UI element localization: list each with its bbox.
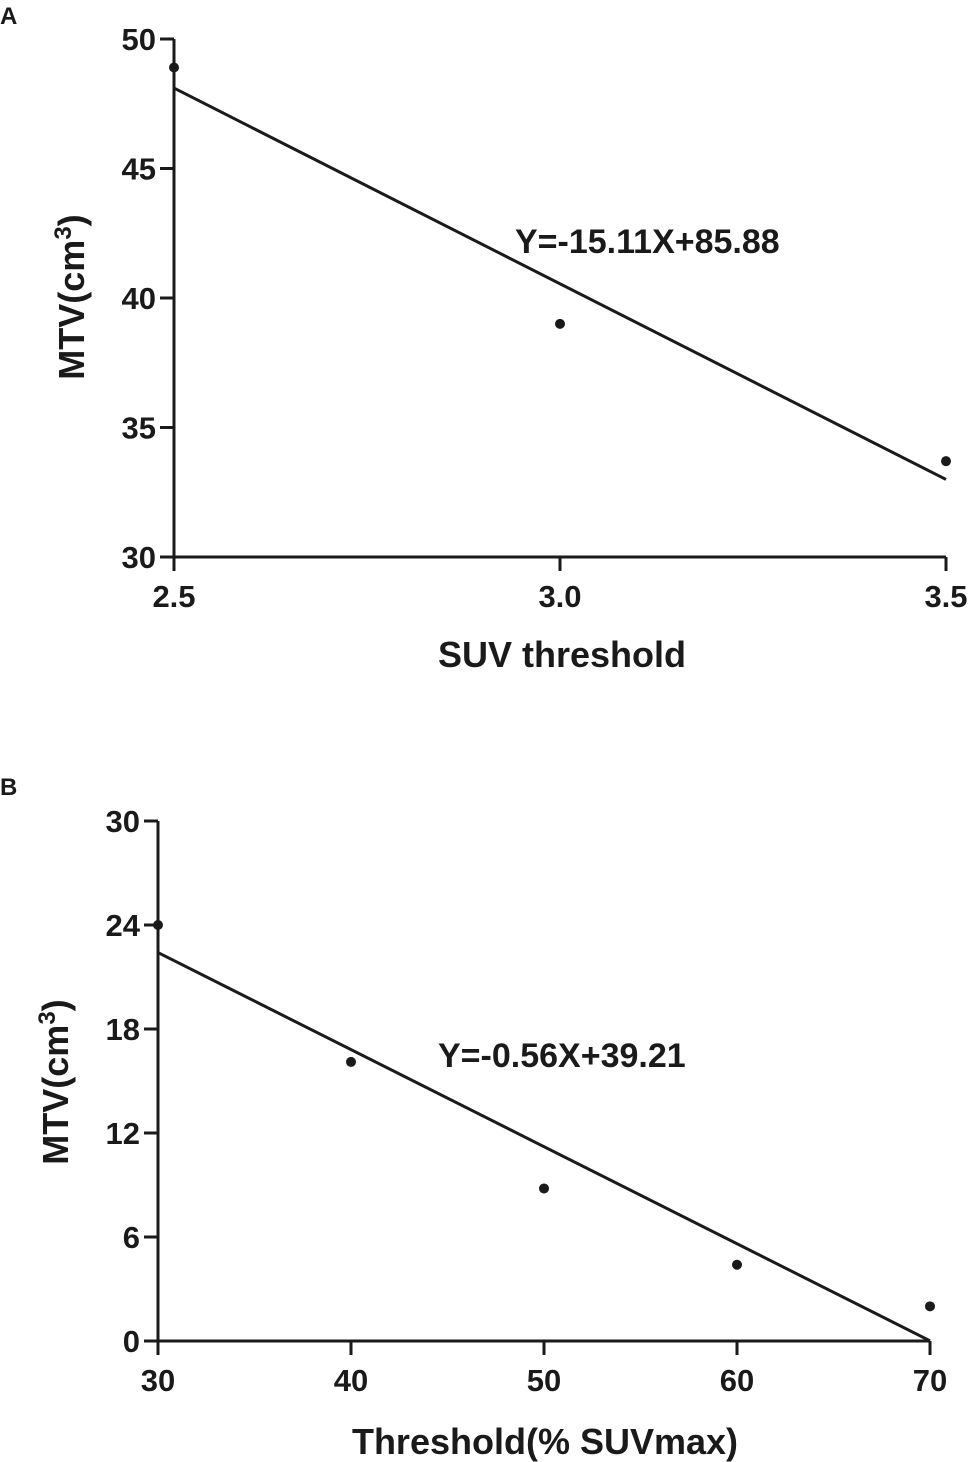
panel-a-x-tick-label: 3.0 — [538, 579, 581, 614]
panel-b-x-tick-label: 50 — [527, 1363, 561, 1398]
panel-b-label: B — [0, 774, 17, 801]
panel-b-y-axis-title: MTV(cm3) — [34, 999, 76, 1164]
panel-a-y-tick-label: 45 — [122, 152, 156, 187]
panel-b-y-tick-label: 0 — [123, 1324, 140, 1359]
panel-b-data-point — [732, 1259, 742, 1270]
panel-a-regression-equation: Y=-15.11X+85.88 — [515, 223, 780, 261]
panel-a-y-tick-label: 35 — [122, 411, 156, 446]
panel-a-regression-line — [173, 86, 947, 481]
panel-a-x-tick-label: 3.5 — [924, 579, 967, 614]
panel-b-y-tick-label: 12 — [106, 1116, 140, 1151]
panel-b-data-point — [153, 920, 163, 930]
panel-b-y-tick-label: 30 — [106, 804, 140, 839]
panel-b-data-point — [925, 1301, 935, 1312]
panel-b-data-point — [539, 1183, 549, 1194]
panel-b-y-tick-label: 24 — [106, 908, 141, 943]
panel-a-y-axis-title-main: MTV(cm — [51, 240, 92, 380]
panel-a-y-tick-label: 50 — [122, 22, 156, 57]
panel-b-data-point — [346, 1056, 356, 1067]
panel-a-label: A — [0, 3, 17, 30]
panel-a-y-axis-title-superscript: 3 — [50, 226, 77, 239]
panel-a-y-axis-title: MTV(cm3) — [50, 214, 92, 379]
panel-b-regression-equation: Y=-0.56X+39.21 — [438, 1037, 686, 1075]
panel-a-data-point — [555, 318, 565, 329]
panel-b-x-axis-title: Threshold(% SUVmax) — [352, 1421, 738, 1462]
panel-b-y-axis-title-suffix: ) — [35, 999, 76, 1011]
panel-a-y-tick-label: 40 — [122, 281, 156, 316]
panel-b-y-axis-title-main: MTV(cm — [35, 1025, 76, 1165]
panel-b-y-tick-label: 6 — [123, 1220, 140, 1255]
panel-b-x-tick-label: 40 — [334, 1363, 368, 1398]
panel-b-y-axis-title-superscript: 3 — [34, 1011, 61, 1024]
panel-a-y-tick-label: 30 — [122, 540, 156, 575]
panel-b-y-tick-label: 18 — [106, 1012, 140, 1047]
panel-b-regression-line — [157, 951, 931, 1343]
panel-a-x-tick-label: 2.5 — [152, 579, 195, 614]
panel-b-x-tick-label: 30 — [141, 1363, 175, 1398]
panel-b-x-tick-label: 60 — [720, 1363, 754, 1398]
panel-b-x-tick-label: 70 — [913, 1363, 947, 1398]
panel-a: A SUV threshold MTV(cm3) Y=-15.11X+85.88… — [0, 3, 968, 675]
panel-a-data-point — [941, 456, 951, 467]
panel-b: B Threshold(% SUVmax) MTV(cm3) Y=-0.56X+… — [0, 774, 947, 1462]
panel-a-x-axis-title: SUV threshold — [438, 634, 686, 675]
panel-a-data-point — [169, 62, 179, 73]
panel-a-y-axis-title-suffix: ) — [51, 214, 92, 226]
